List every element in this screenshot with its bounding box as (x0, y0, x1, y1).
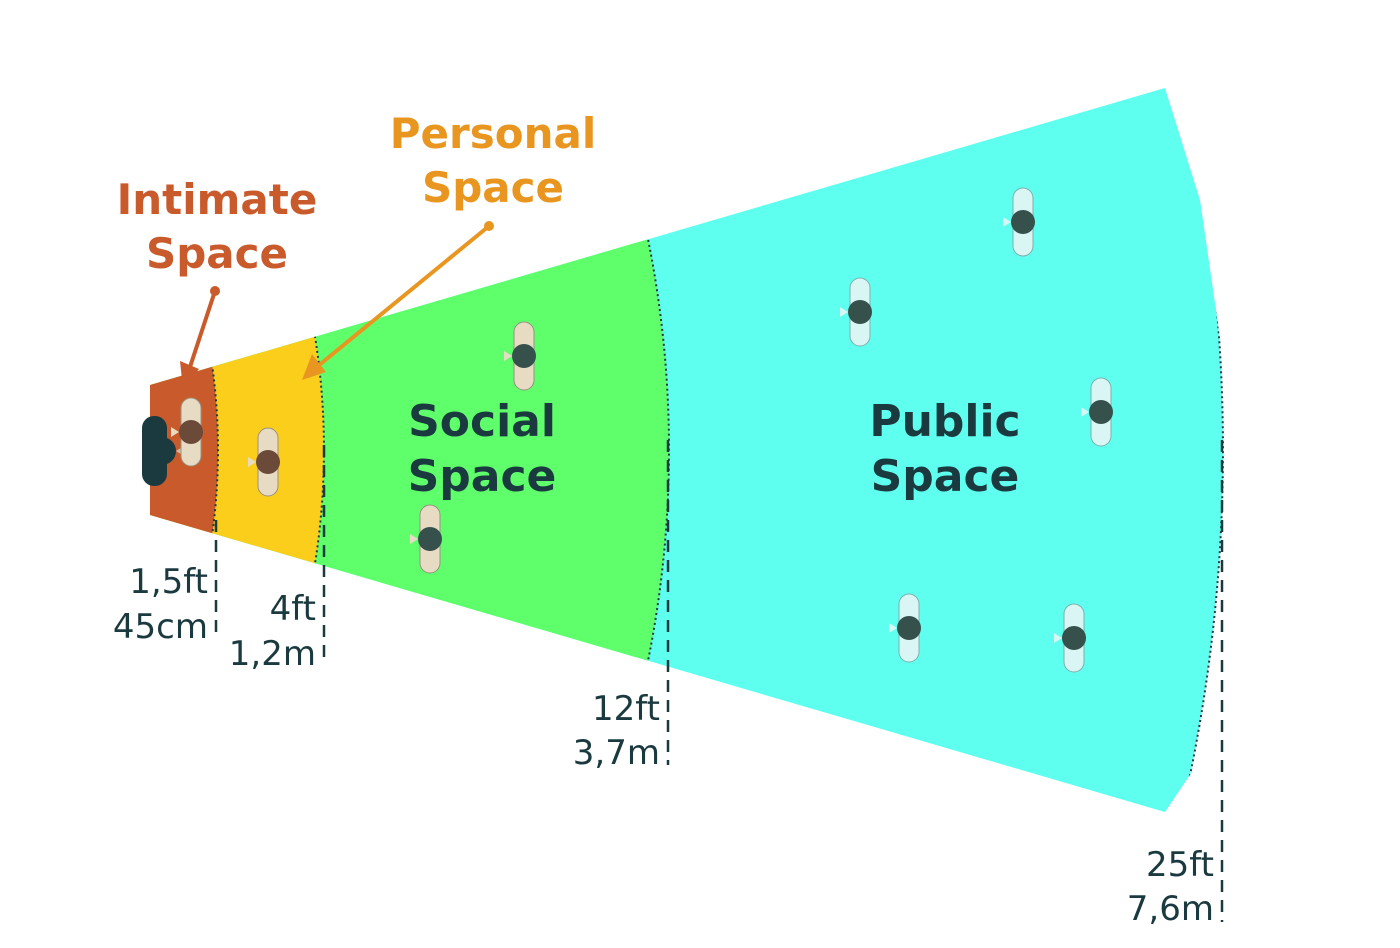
public-space-title-line2: Space (871, 451, 1020, 502)
zone-titles: Intimate Space Personal Space Social Spa… (117, 109, 1021, 502)
person-top-view-icon (889, 593, 921, 663)
people (171, 187, 1113, 673)
person-top-view-icon (1003, 187, 1035, 257)
intimate-space-title-line1: Intimate (117, 175, 318, 224)
person-top-view-icon (1081, 377, 1113, 447)
person-top-view-icon (1054, 603, 1086, 673)
social-space-title-line2: Space (408, 451, 557, 502)
intimate-space-title-line2: Space (146, 229, 288, 278)
personal-space-title-line1: Personal (390, 109, 596, 158)
distance-guides (214, 440, 1224, 922)
callout-arrows (180, 221, 494, 389)
distance-labels: 1,5ft 45cm 4ft 1,2m 12ft 3,7m 25ft 7,6m (113, 562, 1214, 929)
intimate-distance-metric: 45cm (113, 607, 208, 647)
social-space-title-line1: Social (408, 396, 556, 447)
intimate-callout-arrow-icon (180, 286, 220, 389)
personal-space-title-line2: Space (422, 163, 564, 212)
social-distance-feet: 12ft (592, 689, 660, 729)
observer-icon (142, 416, 184, 486)
personal-distance-metric: 1,2m (229, 634, 316, 674)
zone-sectors (150, 88, 1223, 812)
intimate-distance-feet: 1,5ft (129, 562, 208, 602)
personal-callout-arrow-icon (302, 221, 494, 380)
person-top-view-icon (410, 504, 442, 574)
public-distance-metric: 7,6m (1127, 889, 1214, 929)
social-distance-metric: 3,7m (573, 733, 660, 773)
personal-distance-feet: 4ft (270, 589, 316, 629)
person-top-view-icon (171, 397, 203, 467)
person-top-view-icon (504, 321, 536, 391)
public-space-title-line1: Public (869, 396, 1020, 447)
person-top-view-icon (248, 427, 280, 497)
person-top-view-icon (840, 277, 872, 347)
public-distance-feet: 25ft (1146, 845, 1214, 885)
